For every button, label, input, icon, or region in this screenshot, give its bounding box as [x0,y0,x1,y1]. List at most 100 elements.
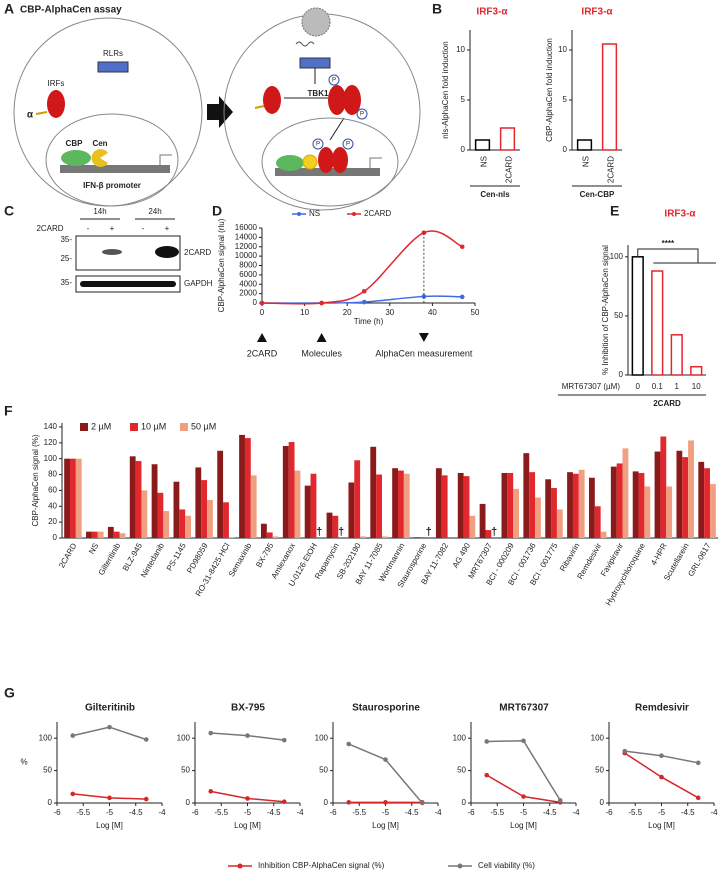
point [143,737,149,742]
point [208,730,214,736]
point [208,789,214,794]
bar [185,515,192,538]
y-tick-label: 2000 [239,289,257,298]
dna [60,165,170,173]
panel-label: A [4,1,14,17]
y-tick-label: 0 [186,798,191,807]
y-tick-label: 100 [591,733,605,742]
virus [301,7,331,37]
legend-marker [352,212,356,216]
x-tick-label: 2CARD [607,156,616,183]
x-tick-label: -4.5 [681,808,695,817]
point [695,795,701,801]
phospho [342,138,354,150]
time-label: 24h [148,207,161,216]
value-label: † [338,526,344,538]
alpha-tag [35,111,48,115]
tbk1-label: TBK1 [308,89,329,98]
y-tick-label: 5 [461,95,466,104]
bar [223,502,229,538]
bar [398,470,404,538]
bar [244,438,251,538]
point [659,753,664,758]
annotation-arrow [418,333,429,342]
x-tick-label: -4 [296,808,304,817]
x-tick-label: -6 [53,808,61,817]
value-label: † [491,526,497,538]
y-tick-label: 50 [43,766,52,775]
x-tick-label: -6 [329,808,337,817]
bar [474,139,491,151]
bar [326,512,333,538]
x-tick-label: -5 [658,808,666,817]
y-axis-label: % Inhibition of CBP-AlphaCen signal [601,245,610,375]
phospho [328,74,340,86]
bar [435,468,442,538]
point [361,299,367,305]
chart-title: Remdesivir [635,703,689,714]
bar [704,468,710,538]
bar [129,456,136,538]
annotation: 2CARD [247,348,278,358]
y-tick-label: 14000 [235,232,258,241]
bar [499,127,516,151]
x-tick-label: BX-795 [254,541,275,569]
legend-marker [457,863,463,869]
irf-icon [263,86,281,114]
x-tick-label: -5.5 [214,808,228,817]
bar [141,490,148,538]
x-tick-label: -5 [382,808,390,817]
legend-label: Cell viability (%) [478,861,535,870]
y-tick-label: 50 [595,766,604,775]
x-tick-label: 40 [428,308,437,317]
x-tick-label: -5.5 [352,808,366,817]
x-tick-label: PS-1145 [165,541,188,572]
point [521,794,526,799]
y-tick-label: 100 [44,454,58,463]
y-tick-label: 20 [48,517,57,526]
cen-icon [91,149,108,167]
x-tick-label: 2CARD [505,156,514,183]
point [281,737,287,743]
bar [578,469,585,538]
tss-arrow [369,157,382,168]
bar [217,450,224,538]
x-tick-label: 0 [260,308,265,317]
bar [195,467,202,538]
bar [535,497,541,538]
bar [310,473,317,538]
bar [86,531,92,538]
point [70,733,76,738]
bar [651,270,664,376]
y-tick-label: 100 [177,733,191,742]
irf-dimer [332,147,348,173]
y-tick-label: 50 [614,311,623,320]
x-tick-label: 10 [300,308,309,317]
point [245,796,250,801]
bar [660,436,667,538]
x-tick-label: 1 [675,382,680,391]
y-axis-label: % [20,758,27,767]
bar [479,503,486,538]
legend-marker [297,212,301,216]
bar [91,531,98,538]
bar [709,484,716,538]
legend-label: NS [309,209,320,218]
bar [135,461,142,538]
irf-dimer [343,85,361,115]
bar [157,492,164,538]
y-tick-label: 100 [315,733,329,742]
point [361,288,367,294]
bar [551,488,557,538]
series-line [261,230,463,305]
bar [381,536,388,538]
annotation-arrow [257,333,267,342]
x-tick-label: 4-HPR [649,541,669,566]
mw-marker: 35- [60,278,72,287]
point [281,799,287,805]
bar [163,511,170,538]
cen-label: Cen [92,139,107,148]
band-label: 2CARD [184,248,211,257]
signal-burst [302,154,318,170]
x-axis-label: Log [M] [96,821,123,830]
